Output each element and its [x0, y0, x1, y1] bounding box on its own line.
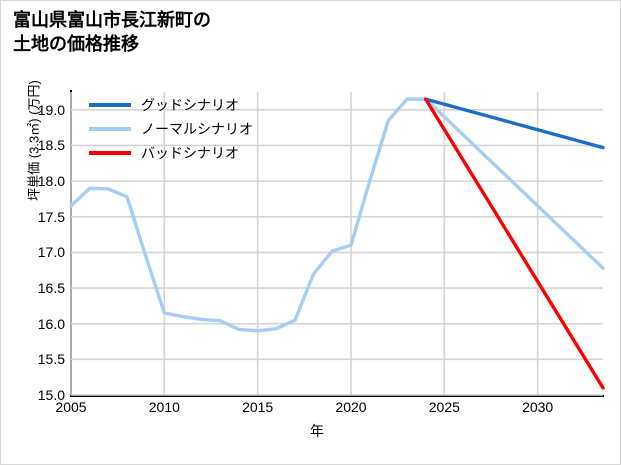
- y-tick-label: 16.0: [37, 315, 65, 332]
- legend-color-swatch: [89, 151, 131, 155]
- y-axis-tick-labels: 15.0 15.5 16.0 16.5 17.0 17.5 18.0 18.5 19.0: [19, 1, 65, 464]
- x-tick-label: 2015: [242, 399, 274, 415]
- y-tick-label: 16.5: [37, 280, 65, 297]
- x-tick-label: 2005: [55, 399, 87, 415]
- legend-item[interactable]: ノーマルシナリオ: [89, 117, 289, 141]
- y-tick-label: 19.0: [37, 101, 65, 118]
- y-tick-label: 18.5: [37, 137, 65, 154]
- plot-area: [69, 92, 605, 396]
- legend-item[interactable]: グッドシナリオ: [89, 93, 289, 117]
- x-tick-label: 2030: [522, 399, 554, 415]
- y-tick-label: 15.0: [37, 387, 65, 403]
- chart-title: 富山県富山市長江新町の 土地の価格推移: [13, 10, 211, 54]
- y-axis-label: 坪単価 (3.3㎡) (万円): [26, 80, 42, 201]
- y-tick-label: 18.0: [37, 173, 65, 190]
- series-line: [69, 97, 605, 333]
- legend-label: バッドシナリオ: [141, 145, 239, 161]
- x-tick-label: 2025: [428, 399, 460, 415]
- legend-color-swatch: [89, 103, 131, 107]
- y-tick-label: 17.5: [37, 208, 65, 225]
- y-tick-label: 17.0: [37, 244, 65, 261]
- series-line: [423, 97, 605, 150]
- legend-label: ノーマルシナリオ: [141, 121, 253, 137]
- legend-label: グッドシナリオ: [141, 97, 239, 113]
- legend-color-swatch: [89, 127, 131, 131]
- x-axis-label: 年: [310, 423, 324, 439]
- gridlines: [70, 92, 603, 396]
- x-axis-spine: [70, 395, 604, 397]
- y-tick-label: 15.5: [37, 351, 65, 368]
- series-lines: [69, 97, 605, 390]
- series-line: [423, 97, 605, 390]
- x-tick-label: 2010: [148, 399, 180, 415]
- legend-item[interactable]: バッドシナリオ: [89, 141, 289, 165]
- plot-svg: [69, 92, 605, 396]
- chart-legend: グッドシナリオ ノーマルシナリオ バッドシナリオ: [89, 93, 289, 165]
- x-tick-label: 2020: [335, 399, 367, 415]
